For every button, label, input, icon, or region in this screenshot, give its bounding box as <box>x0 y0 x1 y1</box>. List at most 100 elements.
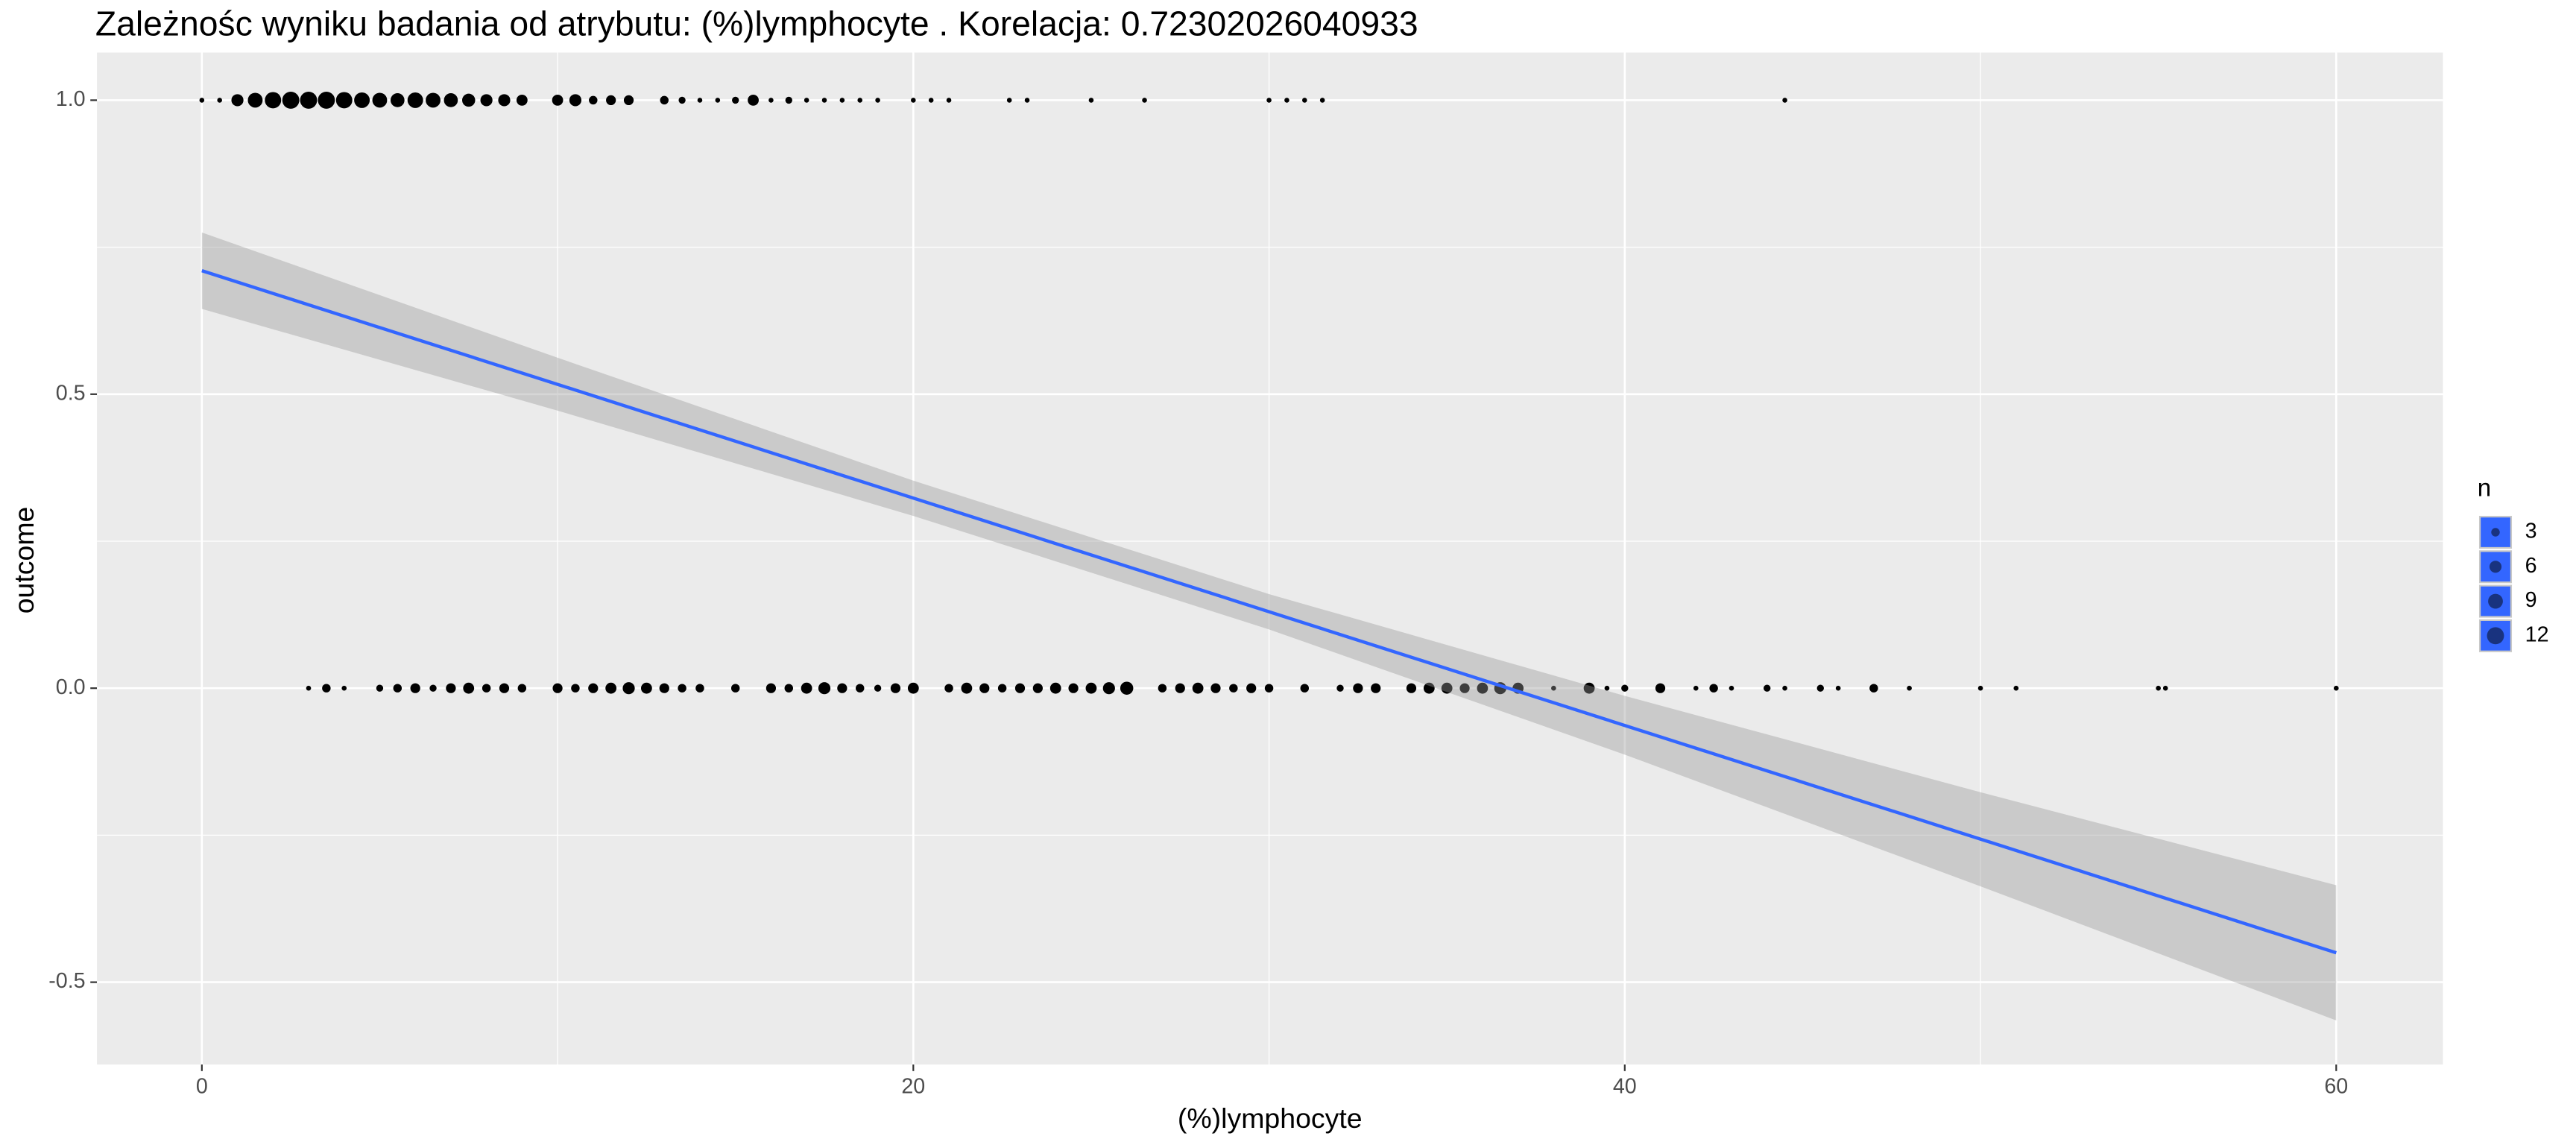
point <box>818 682 831 695</box>
point <box>1782 98 1787 103</box>
point <box>354 92 370 108</box>
point <box>1088 98 1094 103</box>
point <box>1729 685 1734 691</box>
point <box>1621 684 1629 692</box>
point <box>247 92 263 108</box>
point <box>1006 98 1012 103</box>
point <box>821 98 827 103</box>
point <box>407 92 423 108</box>
point <box>946 98 952 103</box>
point <box>1977 685 1983 691</box>
point <box>372 92 388 108</box>
legend-title: n <box>2478 474 2491 502</box>
point <box>1032 683 1043 693</box>
point <box>1459 683 1470 693</box>
point <box>622 682 635 695</box>
legend-point <box>2491 528 2500 537</box>
point <box>785 96 792 104</box>
point <box>498 94 511 107</box>
point <box>1835 685 1841 691</box>
point <box>217 98 222 103</box>
point <box>768 98 774 103</box>
point <box>443 93 458 107</box>
point <box>605 682 617 694</box>
point <box>839 98 845 103</box>
legend-point <box>2487 627 2504 645</box>
point <box>1423 682 1435 694</box>
point <box>429 684 437 692</box>
point <box>856 684 865 693</box>
point <box>1014 683 1026 693</box>
point <box>2013 685 2019 691</box>
point <box>1175 683 1185 693</box>
point <box>890 683 901 693</box>
point <box>446 683 456 693</box>
point <box>997 684 1007 693</box>
point <box>804 98 809 103</box>
point <box>732 96 739 104</box>
point <box>678 684 686 693</box>
point <box>589 95 598 105</box>
point <box>1142 98 1147 103</box>
point <box>697 98 703 103</box>
point <box>588 683 599 693</box>
point <box>1869 684 1878 693</box>
point <box>1210 683 1221 693</box>
point <box>1024 98 1030 103</box>
legend-point <box>2488 593 2503 609</box>
y-tick-label: -0.5 <box>48 969 85 993</box>
point <box>1120 681 1134 695</box>
point <box>231 94 244 107</box>
point <box>1371 683 1381 693</box>
point <box>1301 98 1307 103</box>
point <box>300 91 318 109</box>
point <box>306 685 312 691</box>
legend-point <box>2489 561 2502 573</box>
point <box>1655 683 1666 693</box>
point <box>1085 682 1097 694</box>
point <box>748 95 759 106</box>
point <box>730 684 740 693</box>
point <box>911 98 916 103</box>
point <box>660 95 669 105</box>
point <box>426 92 441 108</box>
y-tick-label: 1.0 <box>56 87 86 111</box>
y-axis-title: outcome <box>8 507 40 614</box>
legend-label: 3 <box>2525 520 2537 543</box>
point <box>199 98 205 103</box>
point <box>928 98 934 103</box>
point <box>1158 684 1167 693</box>
x-axis-title: (%)lymphocyte <box>1178 1103 1363 1134</box>
chart-title: Zależnośc wyniku badania od atrybutu: (%… <box>95 4 1418 42</box>
point <box>715 98 721 103</box>
panel <box>97 52 2443 1065</box>
point <box>765 683 777 693</box>
point <box>2162 685 2168 691</box>
point <box>837 683 847 693</box>
point <box>1406 683 1417 693</box>
point <box>1102 682 1115 695</box>
legend-label: 12 <box>2525 622 2549 646</box>
point <box>1709 684 1718 693</box>
point <box>907 682 919 694</box>
point <box>1764 684 1771 692</box>
point <box>393 684 402 693</box>
point <box>1264 684 1274 693</box>
legend-label: 9 <box>2525 588 2537 612</box>
point <box>2156 685 2161 691</box>
point <box>2333 685 2339 691</box>
point <box>1477 682 1489 694</box>
point <box>678 96 686 104</box>
point <box>1300 684 1310 693</box>
point <box>1693 685 1699 691</box>
point <box>552 95 564 106</box>
point <box>640 682 652 694</box>
point <box>1816 684 1824 692</box>
point <box>1229 684 1238 693</box>
point <box>801 682 812 694</box>
confidence-band <box>201 232 2337 1021</box>
point <box>1551 685 1556 691</box>
point <box>1907 685 1912 691</box>
fit-line <box>201 269 2337 955</box>
